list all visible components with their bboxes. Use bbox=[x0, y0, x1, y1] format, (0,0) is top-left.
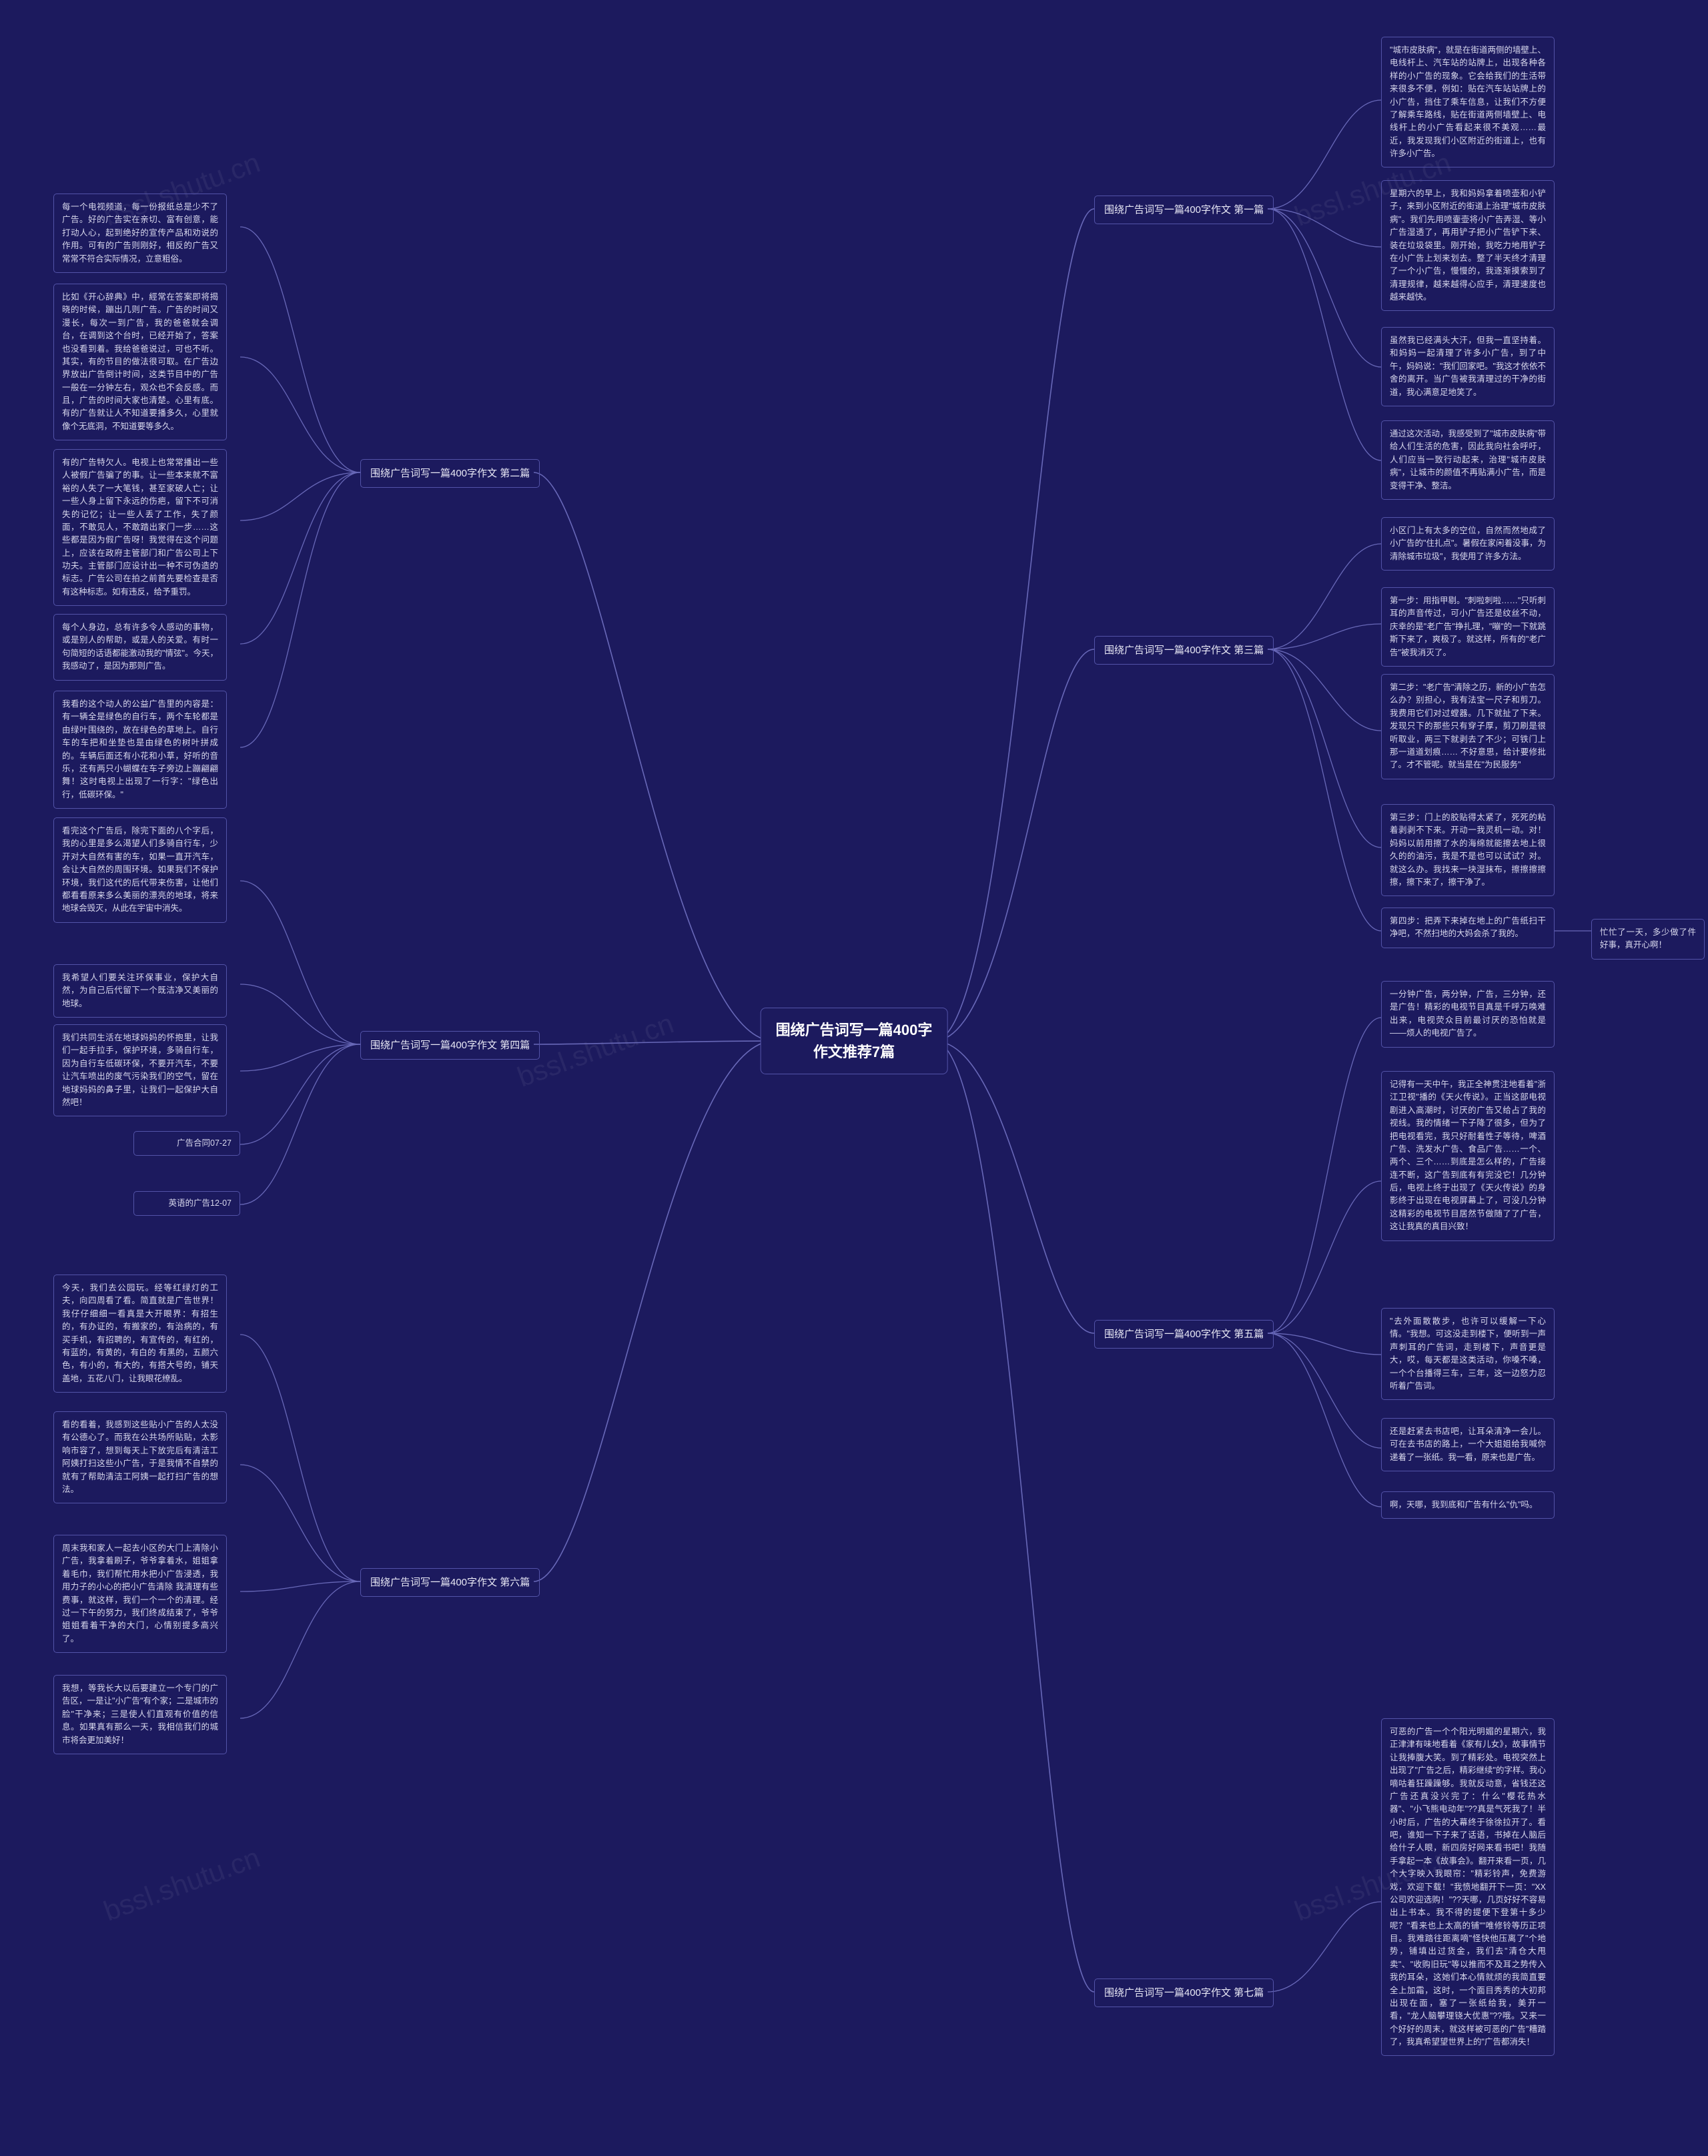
center-node[interactable]: 围绕广告词写一篇400字 作文推荐7篇 bbox=[761, 1008, 948, 1074]
leaf-l2-6: 我希望人们要关注环保事业，保护大自然，为自己后代留下一个既洁净又美丽的地球。 bbox=[53, 964, 227, 1018]
leaf-l2-5: 看完这个广告后，除完下面的八个字后，我的心里是多么渴望人们多骑自行车，少开对大自… bbox=[53, 817, 227, 923]
leaf-r3-3: 第三步：门上的胶贴得太紧了，死死的粘着剥剥不下来。开动一我灵机一动。对！妈妈以前… bbox=[1381, 804, 1555, 896]
leaf-r3-0: 小区门上有太多的空位，自然而然地成了小广告的"住扎点"。暑假在家闲着没事，为清除… bbox=[1381, 517, 1555, 571]
leaf-l6-2: 周末我和家人一起去小区的大门上清除小广告，我拿着刷子，爷爷拿着水，姐姐拿着毛巾，… bbox=[53, 1535, 227, 1653]
branch-right-1[interactable]: 围绕广告词写一篇400字作文 第一篇 bbox=[1094, 196, 1274, 224]
leaf-l2-8: 广告合同07-27 bbox=[133, 1131, 240, 1156]
leaf-l6-1: 看的看着，我感到这些贴小广告的人太没有公德心了。而我在公共场所贴贴，太影响市容了… bbox=[53, 1411, 227, 1503]
branch-left-6[interactable]: 围绕广告词写一篇400字作文 第六篇 bbox=[360, 1568, 540, 1597]
leaf-r1-3: 通过这次活动，我感受到了"城市皮肤病"带给人们生活的危害，因此我向社会呼吁，人们… bbox=[1381, 420, 1555, 500]
branch-left-4[interactable]: 围绕广告词写一篇400字作文 第四篇 bbox=[360, 1031, 540, 1060]
branch-right-7[interactable]: 围绕广告词写一篇400字作文 第七篇 bbox=[1094, 1979, 1274, 2007]
leaf-r3-2: 第二步："老广告"清除之历，新的小广告怎么办？别担心，我有法宝一尺子和剪刀。我费… bbox=[1381, 674, 1555, 779]
leaf-l2-2: 有的广告特欠人。电视上也常常播出一些人被假广告骗了的事。让一些本来就不富裕的人失… bbox=[53, 449, 227, 606]
leaf-l2-3: 每个人身边，总有许多令人感动的事物，或是别人的帮助，或是人的关爱。有时一句简短的… bbox=[53, 614, 227, 681]
leaf-l2-4: 我看的这个动人的公益广告里的内容是：有一辆全是绿色的自行车，两个车轮都是由绿叶围… bbox=[53, 691, 227, 809]
leaf-l2-7: 我们共同生活在地球妈妈的怀抱里，让我们一起手拉手，保护环境，多骑自行车，因为自行… bbox=[53, 1024, 227, 1116]
leaf-r1-2: 虽然我已经满头大汗，但我一直坚持着。和妈妈一起清理了许多小广告，到了中午，妈妈说… bbox=[1381, 327, 1555, 406]
leaf-r3-4: 第四步：把弄下来掉在地上的广告纸扫干净吧，不然扫地的大妈会杀了我的。 bbox=[1381, 908, 1555, 948]
branch-left-2[interactable]: 围绕广告词写一篇400字作文 第二篇 bbox=[360, 459, 540, 488]
leaf-r5-1: 记得有一天中午，我正全神贯注地看着"浙江卫视"播的《天火传说》。正当这部电视剧进… bbox=[1381, 1071, 1555, 1241]
leaf-r5-0: 一分钟广告，两分钟，广告，三分钟，还是广告！精彩的电视节目真是千呼万唤难出来，电… bbox=[1381, 981, 1555, 1048]
leaf-r3-1: 第一步：用指甲剔。"刺啦刺啦……"只听刺耳的声音传过，可小广告还是纹丝不动，庆幸… bbox=[1381, 587, 1555, 667]
leaf-r1-1: 星期六的早上，我和妈妈拿着喷壶和小铲子，来到小区附近的街道上治理"城市皮肤病"。… bbox=[1381, 180, 1555, 311]
leaf-l6-3: 我想，等我长大以后要建立一个专门的广告区，一是让"小广告"有个家；二是城市的脸"… bbox=[53, 1675, 227, 1754]
leaf-r5-4: 啊，天哪，我到底和广告有什么"仇"吗。 bbox=[1381, 1491, 1555, 1519]
watermark: bssl.shutu.cn bbox=[99, 1842, 264, 1928]
leaf-r5-3: 还是赶紧去书店吧，让耳朵清净一会儿。可在去书店的路上，一个大姐姐给我喊你递着了一… bbox=[1381, 1418, 1555, 1471]
leaf-r3-ext: 忙忙了一天，多少做了件好事，真开心啊！ bbox=[1591, 919, 1705, 960]
leaf-l6-0: 今天，我们去公园玩。经等红绿灯的工夫，向四周看了看。简直就是广告世界！我仔仔细细… bbox=[53, 1275, 227, 1393]
leaf-r7-0: 可恶的广告一个个阳光明媚的星期六，我正津津有味地看着《家有儿女》，故事情节让我捧… bbox=[1381, 1718, 1555, 2056]
leaf-r5-2: "去外面散散步，也许可以缓解一下心情。"我想。可这没走到楼下，便听到一声声刺耳的… bbox=[1381, 1308, 1555, 1400]
branch-right-5[interactable]: 围绕广告词写一篇400字作文 第五篇 bbox=[1094, 1320, 1274, 1349]
leaf-l2-0: 每一个电视频道，每一份报纸总是少不了广告。好的广告实在亲切、富有创意，能打动人心… bbox=[53, 194, 227, 273]
leaf-l2-1: 比如《开心辞典》中，經常在答案即将揭晓的时候，蹦出几则广告。广告的时间又漫长，每… bbox=[53, 284, 227, 440]
leaf-r1-0: "城市皮肤病"，就是在街道两侧的墙壁上、电线杆上、汽车站的站牌上，出现各种各样的… bbox=[1381, 37, 1555, 167]
branch-right-3[interactable]: 围绕广告词写一篇400字作文 第三篇 bbox=[1094, 636, 1274, 665]
leaf-l2-9: 英语的广告12-07 bbox=[133, 1191, 240, 1216]
